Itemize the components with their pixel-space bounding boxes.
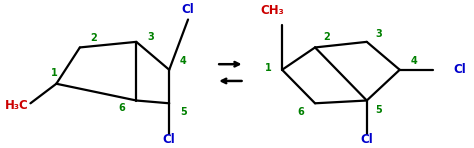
Text: H₃C: H₃C xyxy=(4,99,28,112)
Text: 5: 5 xyxy=(375,105,382,115)
Text: 5: 5 xyxy=(180,107,187,117)
Text: Cl: Cl xyxy=(163,133,175,146)
Text: 4: 4 xyxy=(180,56,187,66)
Text: 1: 1 xyxy=(51,68,57,78)
Text: 6: 6 xyxy=(119,103,126,113)
Text: 4: 4 xyxy=(410,56,417,66)
Text: 3: 3 xyxy=(375,29,382,39)
Text: Cl: Cl xyxy=(182,3,194,16)
Text: 1: 1 xyxy=(264,63,272,73)
Text: CH₃: CH₃ xyxy=(261,4,284,17)
Text: 6: 6 xyxy=(298,107,304,117)
Text: Cl: Cl xyxy=(360,133,373,146)
Text: 2: 2 xyxy=(91,33,97,43)
Text: 2: 2 xyxy=(323,32,330,42)
Text: Cl: Cl xyxy=(454,63,466,76)
Text: 3: 3 xyxy=(147,32,154,42)
